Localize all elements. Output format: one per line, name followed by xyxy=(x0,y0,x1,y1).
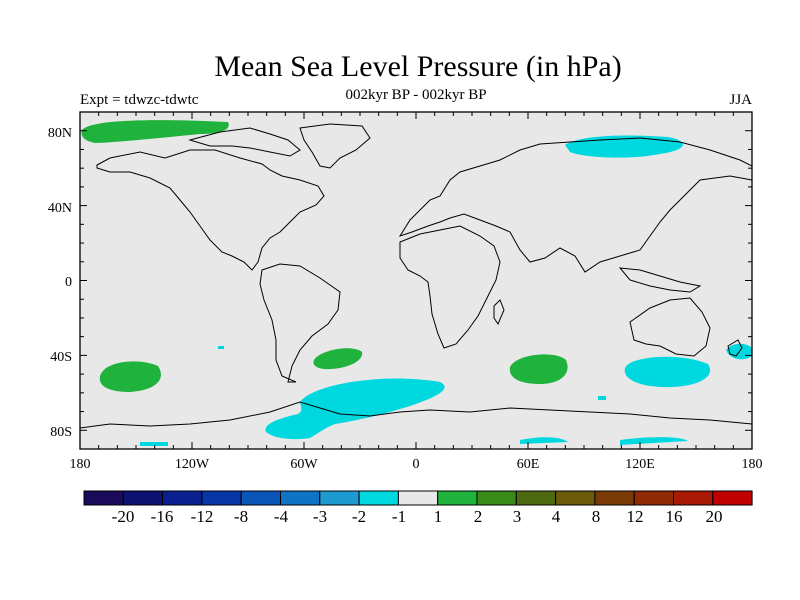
colorbar-box xyxy=(358,490,399,506)
positive-patch-south-pacific xyxy=(99,361,161,392)
period-label: 002kyr BP - 002kyr BP xyxy=(345,87,487,103)
colorbar-box xyxy=(201,490,242,506)
positive-patch-south-atlantic xyxy=(313,348,363,370)
greenland-coast xyxy=(299,123,371,169)
map-ticks xyxy=(79,111,753,450)
colorbar-box xyxy=(83,490,124,506)
colorbar-label: 2 xyxy=(474,507,483,526)
negative-patch-small xyxy=(218,346,224,349)
south-america-coast xyxy=(259,263,341,383)
colorbar-box xyxy=(712,490,753,506)
lon-label: 60W xyxy=(290,457,318,472)
colorbar-label: -20 xyxy=(112,507,135,526)
positive-patch-arctic xyxy=(81,120,229,143)
negative-patch-siberia xyxy=(565,135,683,158)
lat-label: 40N xyxy=(48,201,72,216)
lat-label: 80S xyxy=(50,425,72,440)
colorbar-label: 16 xyxy=(666,507,683,526)
colorbar-label: -4 xyxy=(274,507,289,526)
lat-label: 40S xyxy=(50,350,72,365)
longitude-labels: 180 120W 60W 0 60E 120E 180 xyxy=(70,457,763,472)
arctic-islands-coast xyxy=(188,127,301,157)
colorbar-box xyxy=(515,490,557,506)
negative-patch-weddell xyxy=(265,378,445,440)
colorbar-label: -3 xyxy=(313,507,327,526)
antarctica-coast xyxy=(79,401,753,429)
colorbar-label: 12 xyxy=(627,507,644,526)
negative-patch-antarctic-4 xyxy=(598,396,606,400)
colorbar-box xyxy=(397,490,439,506)
anomaly-patches xyxy=(81,120,752,446)
negative-patch-antarctic-3 xyxy=(140,442,168,446)
colorbar-label: 1 xyxy=(434,507,443,526)
negative-patch-antarctic-1 xyxy=(520,437,568,444)
lon-label: 180 xyxy=(742,457,763,472)
australia-coast xyxy=(629,297,711,357)
lon-label: 180 xyxy=(70,457,91,472)
colorbar-box xyxy=(280,490,321,506)
colorbar-label: -1 xyxy=(392,507,406,526)
colorbar-box xyxy=(476,490,517,506)
lat-label: 80N xyxy=(48,126,72,141)
colorbar-box xyxy=(240,490,281,506)
colorbar-label: -2 xyxy=(352,507,366,526)
colorbar-label: 3 xyxy=(513,507,522,526)
colorbar-label: -16 xyxy=(151,507,174,526)
lon-label: 0 xyxy=(413,457,420,472)
experiment-label: Expt = tdwzc-tdwtc xyxy=(80,92,199,108)
lat-label: 0 xyxy=(65,275,72,290)
southeast-asia-islands-coast xyxy=(618,267,702,293)
latitude-labels: 80N 40N 0 40S 80S xyxy=(48,126,72,440)
colorbar-box xyxy=(437,490,478,506)
colorbar-box xyxy=(633,490,675,506)
lon-label: 60E xyxy=(517,457,540,472)
map-title: Mean Sea Level Pressure (in hPa) xyxy=(214,50,622,83)
colorbar-label: 8 xyxy=(592,507,601,526)
negative-patch-south-indian xyxy=(624,356,711,388)
colorbar-box xyxy=(594,490,635,506)
colorbar-label: -12 xyxy=(191,507,214,526)
north-america-coast xyxy=(96,149,325,271)
africa-coast xyxy=(399,225,501,349)
colorbar-label: 20 xyxy=(706,507,723,526)
colorbar xyxy=(83,490,753,506)
colorbar-box xyxy=(555,490,596,506)
colorbar-box xyxy=(319,490,360,506)
season-label: JJA xyxy=(729,92,752,108)
positive-patch-south-indian xyxy=(509,354,568,384)
negative-patch-antarctic-2 xyxy=(620,437,688,445)
madagascar-coast xyxy=(493,299,505,326)
colorbar-labels: -20 -16 -12 -8 -4 -3 -2 -1 1 2 3 4 8 12 … xyxy=(112,507,723,526)
coastlines xyxy=(79,123,753,429)
colorbar-label: -8 xyxy=(234,507,248,526)
colorbar-label: 4 xyxy=(552,507,561,526)
colorbar-box xyxy=(122,490,164,506)
colorbar-box xyxy=(673,490,714,506)
lon-label: 120W xyxy=(175,457,210,472)
eurasia-coast xyxy=(398,137,753,273)
lon-label: 120E xyxy=(625,457,655,472)
colorbar-box xyxy=(162,490,203,506)
new-zealand-coast xyxy=(727,339,743,357)
